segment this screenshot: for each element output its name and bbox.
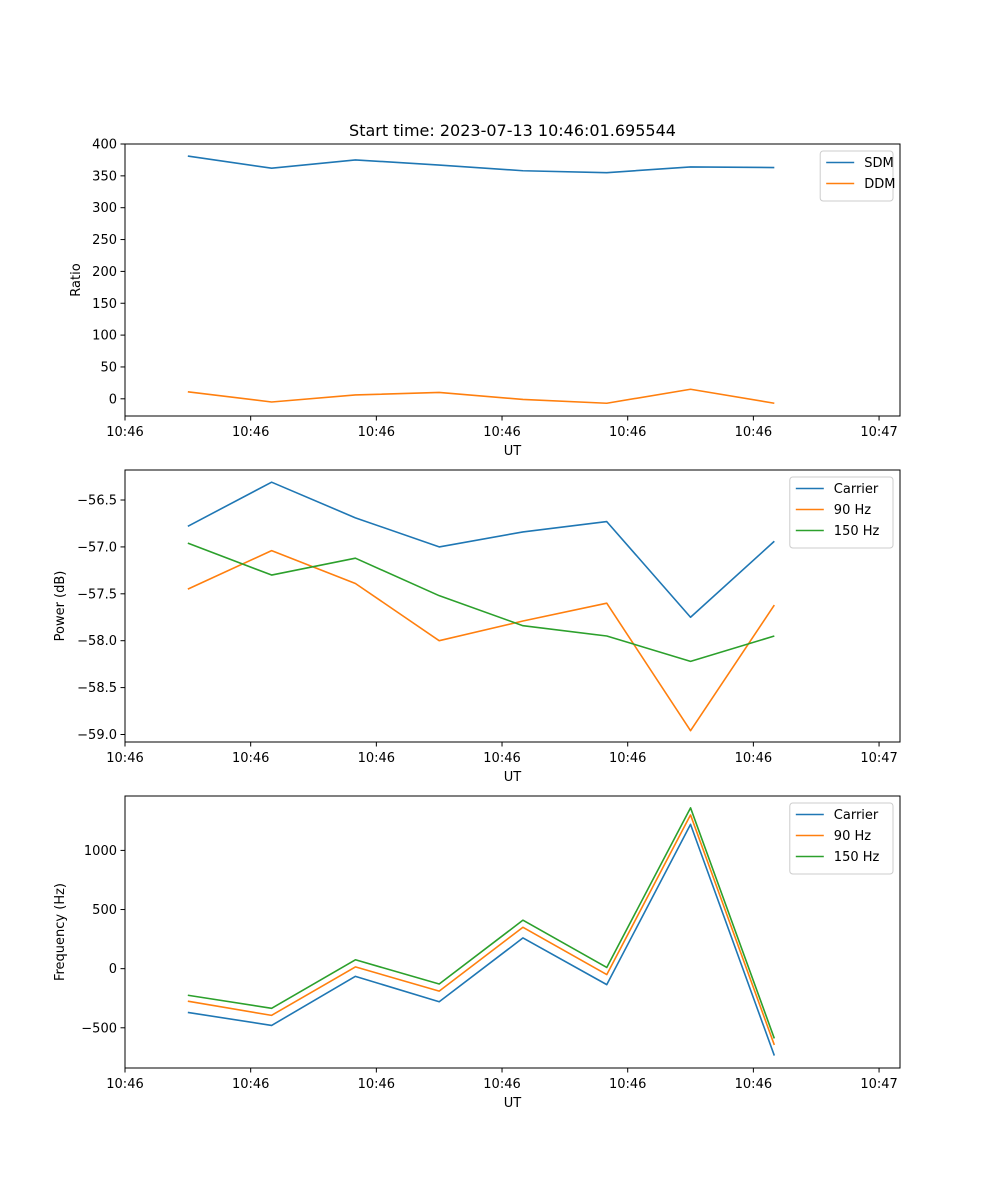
frequency-chart-series-90-hz-line — [187, 814, 776, 1046]
ratio-chart-series-ddm-line — [187, 388, 775, 405]
ratio-chart-x-tick-label: 10:46 — [483, 425, 520, 440]
ratio-chart-y-tick-label: 150 — [92, 297, 117, 312]
ratio-chart-y-tick-label: 100 — [92, 329, 117, 344]
ratio-chart: 10:46 10:46 10:46 10:46 10:46 10:46 10:47 0 50 10… — [69, 138, 901, 459]
power-chart-x-tick-label: 10:46 — [609, 751, 646, 766]
ratio-chart-x-tick-label: 10:46 — [232, 425, 269, 440]
frequency-chart-x-tick-label: 10:46 — [609, 1077, 646, 1092]
ratio-chart-y-axis-label: Ratio — [69, 263, 84, 296]
frequency-chart-x-tick-label: 10:46 — [358, 1077, 395, 1092]
power-chart-x-tick-label: 10:46 — [232, 751, 269, 766]
power-chart: 10:46 10:46 10:46 10:46 10:46 10:46 10:47 −59.0… — [53, 469, 901, 785]
ratio-chart-x-axis-label: UT — [504, 444, 522, 459]
ratio-chart-y-tick-label: 400 — [92, 138, 117, 153]
ratio-chart-legend-label-sdm: SDM — [864, 156, 893, 171]
frequency-chart: 10:46 10:46 10:46 10:46 10:46 10:46 10:47 −500 0… — [53, 795, 901, 1111]
power-chart-y-tick-label: −58.5 — [77, 681, 117, 696]
ratio-chart-axes-frame — [124, 143, 901, 417]
power-chart-series-carrier-line — [187, 481, 775, 619]
frequency-chart-x-tick-label: 10:47 — [860, 1077, 897, 1092]
power-chart-x-axis-label: UT — [504, 770, 522, 785]
frequency-chart-y-tick-label: 0 — [109, 962, 117, 977]
ratio-chart-y-tick-label: 350 — [92, 169, 117, 184]
frequency-chart-y-tick-label: 1000 — [84, 844, 117, 859]
frequency-chart-y-tick-label: −500 — [81, 1021, 117, 1036]
frequency-chart-legend-label-carrier: Carrier — [834, 808, 879, 823]
power-chart-x-tick-label: 10:46 — [106, 751, 143, 766]
power-chart-y-tick-label: −58.0 — [77, 634, 117, 649]
ratio-chart-y-tick-label: 0 — [109, 392, 117, 407]
power-chart-y-tick-label: −57.5 — [77, 587, 117, 602]
frequency-chart-legend-label-150-hz: 150 Hz — [834, 850, 880, 865]
figure-title: Start time: 2023-07-13 10:46:01.695544 — [349, 121, 676, 140]
ratio-chart-y-tick-label: 250 — [92, 233, 117, 248]
ratio-chart-x-tick-label: 10:46 — [609, 425, 646, 440]
ratio-chart-x-tick-label: 10:46 — [358, 425, 395, 440]
power-chart-x-tick-label: 10:47 — [860, 751, 897, 766]
power-chart-x-tick-label: 10:46 — [358, 751, 395, 766]
power-chart-series-150-hz-line — [187, 542, 775, 663]
ratio-chart-legend-label-ddm: DDM — [864, 177, 895, 192]
power-chart-y-tick-label: −57.0 — [77, 540, 117, 555]
power-chart-y-axis-label: Power (dB) — [53, 571, 68, 642]
power-chart-y-tick-label: −59.0 — [77, 728, 117, 743]
frequency-chart-series-150-hz-line — [187, 807, 776, 1039]
ratio-chart-series-sdm-line — [187, 155, 775, 174]
frequency-chart-x-tick-label: 10:46 — [735, 1077, 772, 1092]
ratio-chart-y-tick-label: 50 — [100, 360, 117, 375]
frequency-chart-y-axis-label: Frequency (Hz) — [53, 883, 68, 981]
power-chart-y-tick-label: −56.5 — [77, 494, 117, 509]
power-chart-legend-label-carrier: Carrier — [834, 482, 879, 497]
ratio-chart-x-tick-label: 10:46 — [106, 425, 143, 440]
power-chart-axes-frame — [124, 469, 901, 743]
frequency-chart-legend: Carrier 90 Hz 150 Hz — [789, 802, 894, 875]
frequency-chart-axes-frame — [124, 795, 901, 1069]
power-chart-legend-label-90-hz: 90 Hz — [834, 503, 871, 518]
power-chart-legend: Carrier 90 Hz 150 Hz — [789, 476, 894, 549]
frequency-chart-x-axis-label: UT — [504, 1096, 522, 1111]
frequency-chart-legend-label-90-hz: 90 Hz — [834, 829, 871, 844]
frequency-chart-x-tick-label: 10:46 — [106, 1077, 143, 1092]
power-chart-series-90-hz-line — [187, 549, 775, 732]
ratio-chart-x-tick-label: 10:47 — [860, 425, 897, 440]
ratio-chart-legend: SDM DDM — [819, 150, 895, 202]
power-chart-x-tick-label: 10:46 — [735, 751, 772, 766]
ratio-chart-x-tick-label: 10:46 — [735, 425, 772, 440]
frequency-chart-y-tick-label: 500 — [92, 903, 117, 918]
power-chart-legend-label-150-hz: 150 Hz — [834, 524, 880, 539]
ratio-chart-y-tick-label: 200 — [92, 265, 117, 280]
power-chart-x-tick-label: 10:46 — [483, 751, 520, 766]
ratio-chart-y-tick-label: 300 — [92, 201, 117, 216]
frequency-chart-x-tick-label: 10:46 — [483, 1077, 520, 1092]
frequency-chart-x-tick-label: 10:46 — [232, 1077, 269, 1092]
ratio-chart-legend-box — [819, 150, 894, 202]
frequency-chart-series-carrier-line — [187, 823, 776, 1056]
